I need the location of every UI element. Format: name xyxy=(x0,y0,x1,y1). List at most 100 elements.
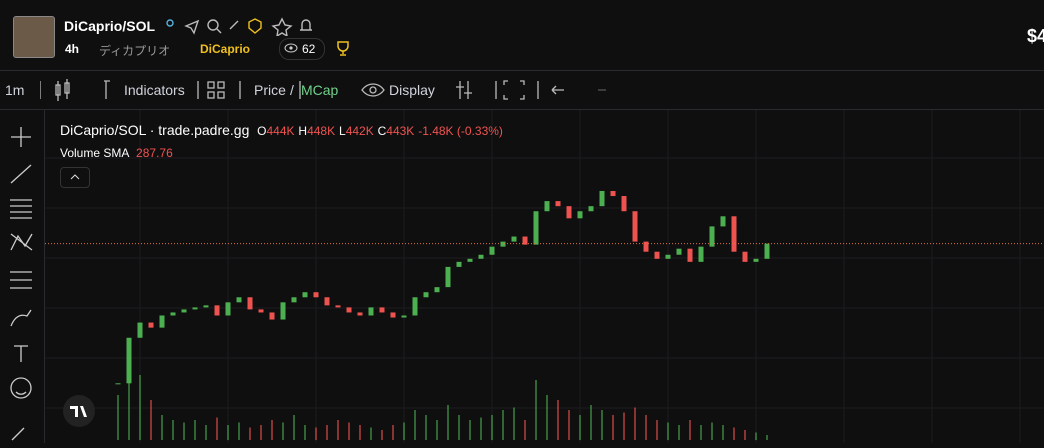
volume-bar xyxy=(370,427,372,440)
watchers: 62 xyxy=(302,42,316,56)
volume-bar xyxy=(601,410,603,440)
candle xyxy=(434,287,440,293)
candle xyxy=(731,216,737,252)
alt-name: ディカプリオ xyxy=(99,44,171,58)
candle xyxy=(192,307,198,310)
legend-title: DiCaprio/SOL · trade.padre.gg xyxy=(60,122,250,138)
volume-bar xyxy=(304,425,306,440)
volume-bar xyxy=(667,422,669,440)
volume-bar xyxy=(700,425,702,440)
candle xyxy=(489,246,495,255)
volume-bar xyxy=(447,405,449,440)
candle xyxy=(478,254,484,259)
symbol: DiCaprio/SOL xyxy=(64,18,156,34)
candle xyxy=(709,226,715,247)
indicators[interactable]: Indicators xyxy=(124,82,185,98)
candle xyxy=(533,211,539,245)
candle xyxy=(357,312,363,316)
volume-bar xyxy=(502,410,504,440)
chart-pane xyxy=(45,110,1044,443)
candle xyxy=(511,236,517,242)
volume-bar xyxy=(491,415,493,440)
volume-bar xyxy=(645,415,647,440)
candle xyxy=(742,251,748,262)
candle xyxy=(225,302,231,316)
collapse-button[interactable] xyxy=(60,167,90,188)
interval[interactable]: 1m xyxy=(5,82,25,98)
candle xyxy=(115,383,121,385)
candle xyxy=(720,216,726,227)
volume-bar xyxy=(425,415,427,440)
candle xyxy=(313,292,319,298)
volume-bar xyxy=(216,417,218,440)
volume-bar xyxy=(260,425,262,440)
volume-bar xyxy=(337,420,339,440)
candle xyxy=(588,206,594,212)
watchers-pill xyxy=(279,38,325,60)
volume-bar xyxy=(535,380,537,440)
candle xyxy=(214,305,220,316)
candle xyxy=(599,190,605,207)
candle xyxy=(500,241,506,247)
candle xyxy=(335,305,341,308)
separator: / xyxy=(290,82,294,98)
volume-bar xyxy=(359,425,361,440)
volume-bar xyxy=(524,420,526,440)
candle xyxy=(555,201,561,207)
c-value: 443K xyxy=(386,124,415,138)
volume-bar xyxy=(326,425,328,440)
candle xyxy=(137,322,143,338)
volume-bar xyxy=(656,420,658,440)
grid xyxy=(45,110,1044,443)
candle xyxy=(753,258,759,262)
volume-legend: Volume SMA 287.76 xyxy=(60,146,173,160)
price-toggle[interactable]: Price xyxy=(254,82,286,98)
volume-bar xyxy=(568,410,570,440)
volume-bar xyxy=(381,430,383,440)
candle xyxy=(566,206,572,219)
volume-bar xyxy=(249,427,251,440)
volume-bar xyxy=(678,425,680,440)
candle xyxy=(412,297,418,316)
volume-bar xyxy=(282,422,284,440)
display[interactable]: Display xyxy=(389,82,435,98)
candle xyxy=(170,312,176,316)
header: DiCaprio/SOL 4h ディカプリオ DiCaprio 62 $4 xyxy=(0,0,1044,71)
volume-bar xyxy=(194,420,196,440)
h-label: H xyxy=(298,124,308,138)
volume-bar xyxy=(205,425,207,440)
candle xyxy=(203,305,209,308)
o-label: O xyxy=(257,124,267,138)
volume-label: Volume SMA xyxy=(60,146,130,160)
volume-bar xyxy=(579,415,581,440)
volume-bar xyxy=(744,430,746,440)
toolbar-icons xyxy=(40,79,606,101)
legend-line: DiCaprio/SOL · trade.padre.gg O444K H448… xyxy=(60,122,503,138)
volume-bar xyxy=(348,422,350,440)
candle xyxy=(126,337,132,384)
drawing-tools xyxy=(0,110,45,443)
volume-bar xyxy=(293,415,295,440)
candle xyxy=(423,292,429,298)
candle xyxy=(467,258,473,262)
volume-bar xyxy=(315,427,317,440)
candle xyxy=(247,297,253,310)
volume-bar xyxy=(689,420,691,440)
volume-bar xyxy=(117,395,119,440)
candle xyxy=(445,266,451,288)
candle xyxy=(654,251,660,259)
volume-bar xyxy=(238,422,240,440)
volume-bar xyxy=(172,420,174,440)
candle xyxy=(258,309,264,313)
timeframe: 4h xyxy=(65,42,80,56)
token-avatar[interactable] xyxy=(13,16,55,58)
tv-mark xyxy=(70,406,87,417)
volume-bar xyxy=(183,422,185,440)
volume-bar xyxy=(711,422,713,440)
candle xyxy=(643,241,649,252)
header-icons xyxy=(166,17,312,36)
dev-name[interactable]: DiCaprio xyxy=(200,42,251,56)
candle xyxy=(665,254,671,259)
mcap-toggle[interactable]: MCap xyxy=(301,82,339,98)
